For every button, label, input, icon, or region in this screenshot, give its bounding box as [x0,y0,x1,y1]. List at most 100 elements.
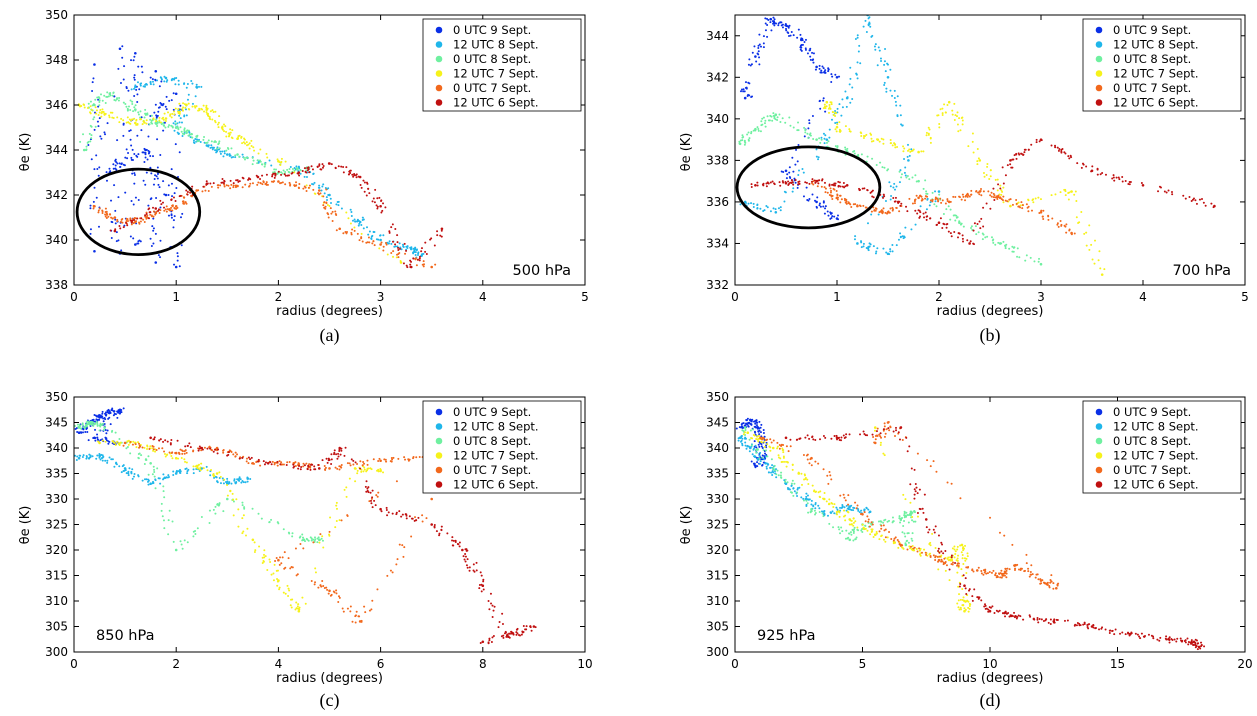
legend-label: 0 UTC 7 Sept. [1113,81,1191,95]
scatter-dot [1096,167,1099,170]
scatter-dot [834,128,837,131]
scatter-dot [263,165,266,168]
scatter-dot [826,210,829,213]
scatter-dot [299,169,302,172]
scatter-dot [949,556,952,559]
scatter-dot [185,202,188,205]
scatter-dot [904,166,907,169]
scatter-dot [168,124,171,127]
scatter-dot [207,145,210,148]
scatter-dot [860,132,863,135]
scatter-dot [1003,572,1006,575]
scatter-dot [162,118,165,121]
scatter-dot [928,128,931,131]
scatter-dot [300,465,303,468]
scatter-dot [844,125,847,128]
pressure-level-label: 700 hPa [1173,263,1231,279]
scatter-dot [911,176,914,179]
scatter-dot [759,207,762,210]
scatter-dot [92,103,95,106]
scatter-dot [766,181,769,184]
scatter-dot [772,114,775,117]
data-point [409,265,413,269]
data-point [215,472,219,475]
scatter-dot [879,161,882,164]
scatter-dot [832,526,835,529]
scatter-dot [194,533,197,536]
scatter-dot [893,188,896,191]
scatter-dot [93,186,96,189]
scatter-dot [926,198,929,201]
scatter-dot [321,163,324,166]
scatter-dot [899,232,902,235]
scatter-dot [404,458,407,461]
scatter-dot [190,195,193,198]
legend-marker [435,70,443,77]
scatter-dot [368,230,371,233]
scatter-dot [822,107,825,110]
scatter-dot [497,626,500,629]
scatter-dot [160,502,163,505]
scatter-dot [956,216,959,219]
scatter-dot [179,540,182,543]
scatter-dot [916,550,919,553]
scatter-dot [903,532,906,535]
scatter-dot [152,80,155,83]
series-0 [87,45,184,269]
scatter-dot [214,140,217,143]
scatter-dot [751,418,754,421]
scatter-dot [490,641,493,644]
scatter-dot [302,187,305,190]
scatter-dot [823,181,826,184]
scatter-dot [959,598,962,601]
scatter-dot [1112,176,1115,179]
scatter-dot [231,129,234,132]
scatter-dot [1078,221,1081,224]
scatter-dot [757,44,760,47]
scatter-dot [153,438,156,441]
scatter-dot [183,202,186,205]
scatter-dot [171,112,174,115]
scatter-dot [197,140,200,143]
scatter-dot [900,173,903,176]
scatter-dot [127,152,130,155]
scatter-dot [188,442,191,445]
scatter-dot [133,219,136,222]
scatter-dot [210,468,213,471]
scatter-dot [232,186,235,189]
scatter-dot [129,129,132,132]
scatter-dot [758,56,761,59]
scatter-dot [330,201,333,204]
scatter-dot [811,115,814,118]
scatter-dot [1068,229,1071,232]
scatter-dot [805,503,808,506]
scatter-dot [183,452,186,455]
scatter-dot [289,183,292,186]
data-point [338,446,342,450]
scatter-dot [250,456,253,459]
scatter-dot [744,141,747,144]
y-axis-label: θe (K) [18,133,33,172]
scatter-dot [814,68,817,71]
scatter-dot [502,636,505,639]
data-point [461,548,464,552]
scatter-dot [163,112,166,115]
scatter-dot [218,471,221,474]
scatter-dot [289,604,292,607]
scatter-dot [989,194,992,197]
scatter-dot [897,546,900,549]
scatter-dot [334,166,337,169]
scatter-dot [836,121,839,124]
scatter-dot [957,130,960,133]
data-point [815,65,818,69]
scatter-dot [906,155,909,158]
scatter-dot [288,168,291,171]
scatter-dot [403,242,406,245]
scatter-dot [373,244,376,247]
scatter-dot [883,60,886,63]
scatter-dot [359,467,362,470]
scatter-dot [789,124,792,127]
scatter-dot [280,173,283,176]
scatter-dot [397,248,400,251]
scatter-dot [94,439,97,442]
